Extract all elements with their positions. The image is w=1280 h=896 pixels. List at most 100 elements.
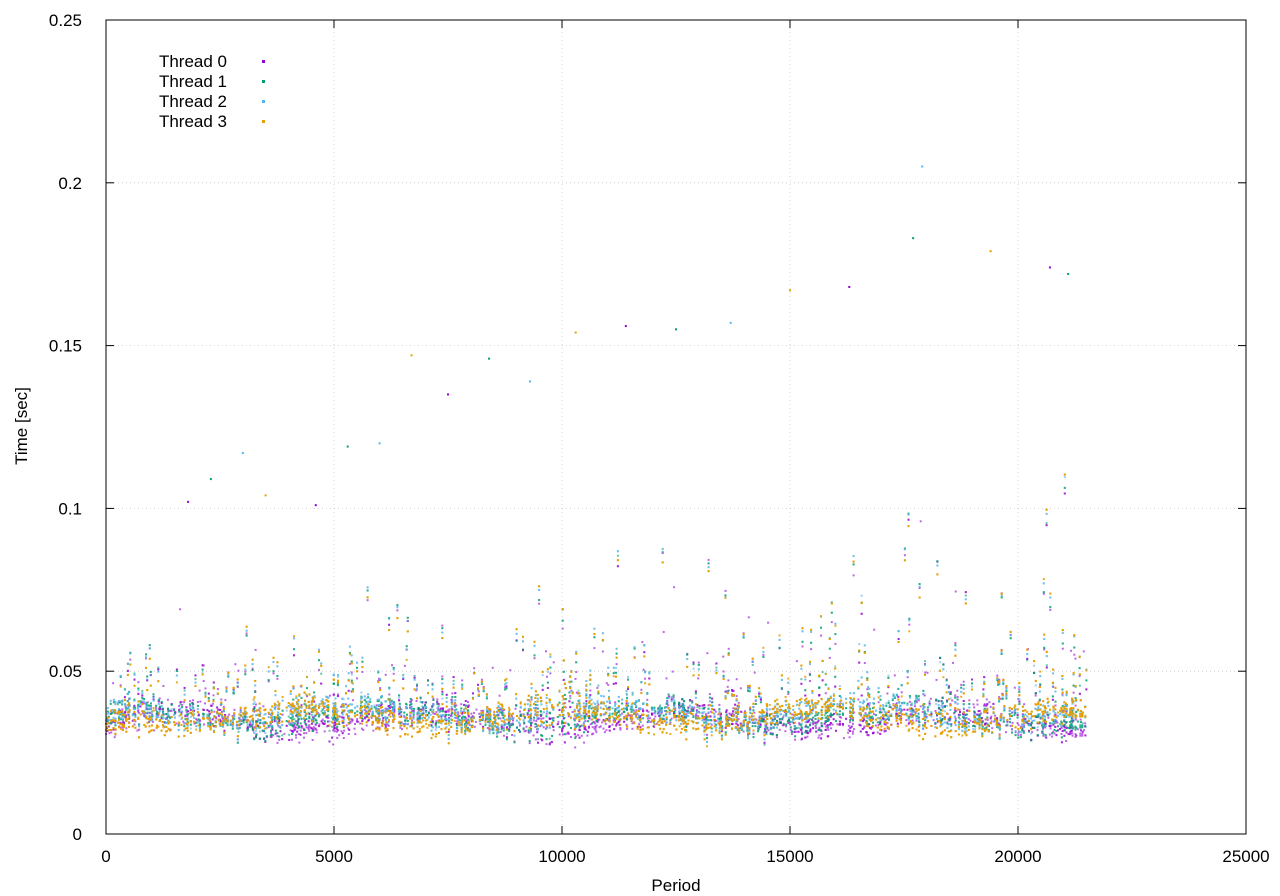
data-point — [749, 712, 752, 714]
data-point — [1051, 735, 1054, 738]
data-point — [501, 712, 503, 714]
data-point — [793, 727, 796, 730]
data-point — [410, 703, 413, 705]
data-point — [431, 682, 434, 685]
data-point — [183, 686, 186, 689]
data-point — [366, 599, 369, 602]
data-point — [591, 726, 594, 729]
data-point — [486, 727, 489, 729]
data-point — [824, 725, 827, 728]
data-point — [829, 714, 832, 717]
data-point — [561, 619, 564, 622]
data-point — [715, 662, 718, 665]
data-point — [1038, 698, 1041, 701]
data-point — [562, 678, 565, 681]
data-point — [794, 738, 797, 741]
data-point — [830, 611, 833, 614]
data-point — [829, 715, 832, 718]
data-point — [340, 705, 343, 708]
data-point — [173, 710, 176, 713]
data-point — [879, 698, 882, 701]
data-point — [883, 723, 886, 726]
data-point — [573, 719, 576, 722]
data-point — [512, 719, 514, 722]
data-point — [341, 711, 343, 714]
data-point — [867, 692, 870, 695]
data-point — [926, 671, 929, 674]
data-point — [244, 670, 247, 673]
data-point — [173, 709, 176, 712]
data-point — [198, 689, 201, 692]
data-point — [216, 688, 219, 691]
data-point — [863, 718, 865, 721]
data-point — [208, 710, 211, 713]
data-point — [567, 722, 570, 725]
data-point — [722, 655, 725, 658]
data-point — [114, 724, 117, 727]
data-point — [279, 730, 282, 733]
data-point — [354, 723, 356, 725]
data-point — [289, 709, 292, 712]
data-point — [965, 726, 968, 729]
data-point — [175, 722, 178, 725]
data-point — [370, 707, 373, 710]
data-point — [642, 710, 644, 713]
data-point — [612, 719, 615, 722]
data-point — [863, 725, 866, 728]
data-point — [425, 701, 427, 704]
data-point — [1053, 732, 1056, 735]
data-point — [934, 722, 937, 724]
data-point — [416, 717, 419, 720]
data-point — [410, 707, 413, 710]
data-point — [893, 674, 896, 677]
data-point — [538, 599, 541, 601]
data-point — [365, 700, 368, 703]
data-point — [460, 724, 463, 726]
data-point — [1061, 688, 1064, 691]
data-point — [726, 690, 729, 693]
data-point — [551, 717, 553, 720]
data-point — [687, 707, 690, 710]
data-point — [754, 703, 757, 705]
data-point — [1044, 726, 1047, 729]
data-point — [416, 712, 419, 715]
data-point — [508, 722, 511, 725]
data-point — [534, 703, 537, 706]
data-point — [169, 716, 172, 719]
data-point — [799, 723, 802, 726]
data-point — [782, 724, 785, 727]
data-point — [107, 715, 110, 718]
data-point — [981, 719, 984, 722]
data-point — [602, 719, 605, 722]
data-point — [597, 703, 600, 706]
data-point — [1079, 726, 1082, 729]
data-point — [910, 702, 913, 705]
data-point — [763, 741, 766, 744]
data-point — [1063, 724, 1066, 727]
data-point — [918, 587, 921, 589]
data-point — [474, 720, 477, 723]
data-point — [540, 713, 543, 716]
data-point — [333, 726, 336, 729]
data-point — [976, 717, 979, 720]
data-point — [471, 715, 474, 717]
data-point — [589, 694, 592, 697]
data-point — [1074, 704, 1077, 707]
data-point — [343, 729, 346, 732]
data-point — [173, 708, 176, 711]
data-point — [674, 709, 677, 712]
data-point — [326, 725, 329, 728]
data-point — [268, 713, 271, 715]
data-point — [915, 701, 918, 704]
data-point — [791, 713, 794, 716]
data-point — [591, 733, 594, 736]
data-point — [498, 694, 501, 697]
data-point — [615, 682, 617, 685]
data-point — [462, 715, 465, 718]
data-point — [276, 741, 279, 744]
data-point — [545, 743, 548, 746]
data-point — [539, 725, 542, 728]
data-point — [333, 719, 336, 722]
data-point — [788, 719, 791, 722]
data-point — [809, 724, 812, 727]
